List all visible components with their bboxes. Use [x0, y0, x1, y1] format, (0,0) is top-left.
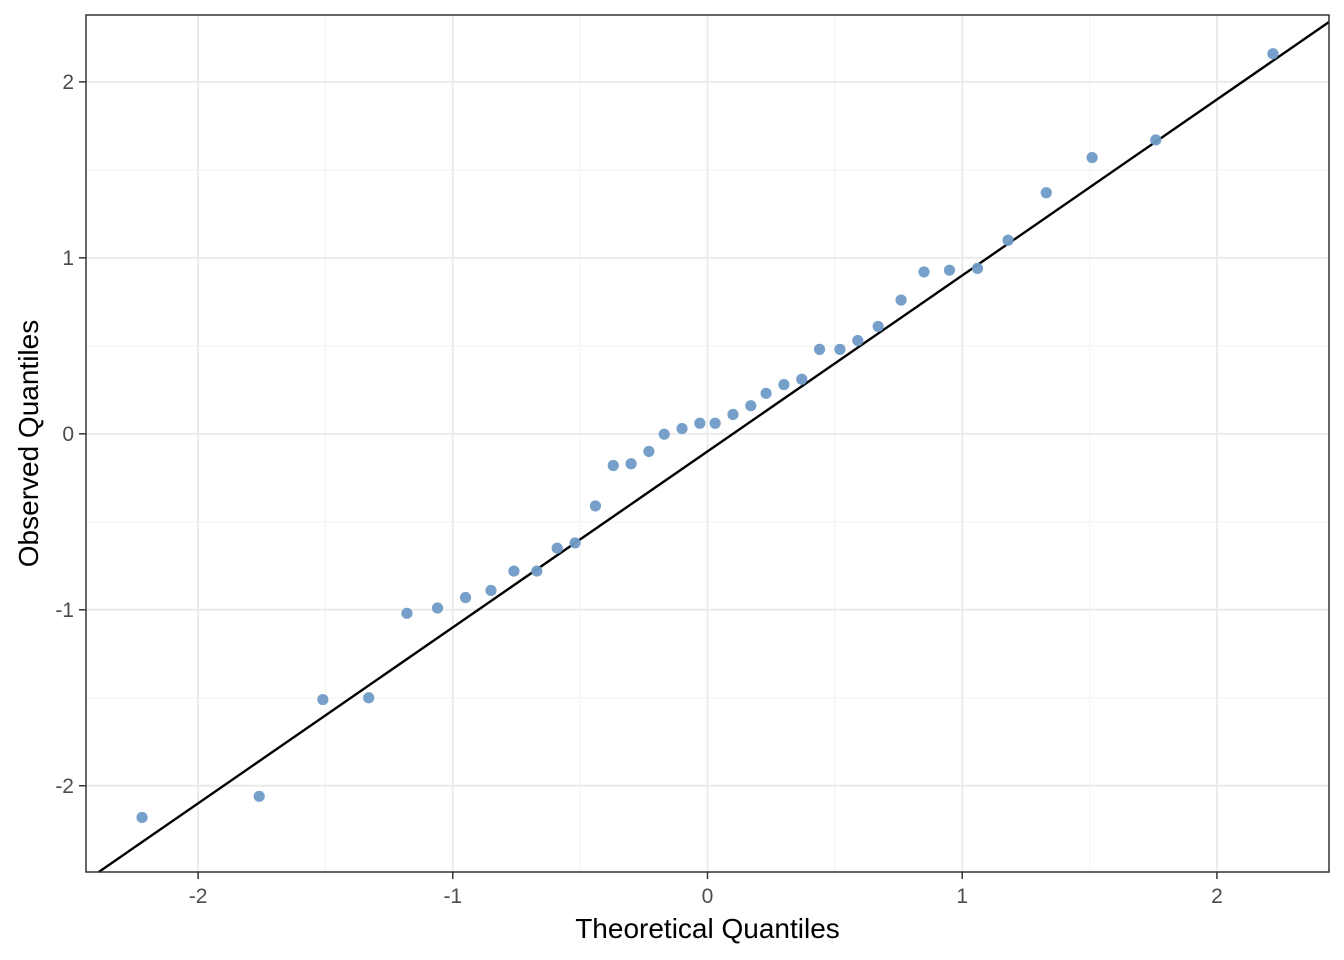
data-point — [658, 428, 670, 440]
x-tick-label: 1 — [956, 885, 968, 908]
data-point — [136, 811, 148, 824]
data-point — [589, 500, 602, 512]
data-point — [485, 584, 497, 597]
data-point — [1150, 134, 1162, 146]
x-axis: -2 -1 0 1 2 — [189, 872, 1223, 908]
y-tick-label: 0 — [62, 423, 74, 446]
data-point — [531, 565, 543, 577]
data-point — [834, 343, 846, 355]
reference-line-group — [98, 21, 1330, 873]
data-point — [401, 607, 413, 619]
data-point — [943, 264, 956, 276]
x-axis-title: Theoretical Quantiles — [575, 913, 840, 944]
data-point — [607, 459, 619, 472]
data-point — [727, 408, 739, 421]
y-tick-label: -1 — [55, 599, 74, 622]
data-point — [895, 294, 907, 306]
data-point — [709, 417, 721, 429]
data-point — [1002, 234, 1014, 246]
data-point — [971, 262, 984, 275]
data-point — [778, 378, 790, 391]
data-point — [852, 334, 864, 347]
data-point — [569, 537, 581, 549]
data-point — [918, 266, 930, 278]
data-point — [676, 422, 688, 435]
data-point — [745, 400, 757, 412]
x-tick-label: -1 — [443, 885, 462, 908]
reference-line — [98, 21, 1330, 873]
data-point — [872, 320, 884, 333]
data-point — [431, 602, 444, 614]
data-point — [1040, 187, 1052, 199]
data-point — [796, 373, 808, 385]
data-point — [694, 417, 706, 429]
data-point — [459, 591, 472, 604]
data-point — [551, 542, 563, 554]
major-gridlines — [86, 15, 1329, 872]
data-point — [363, 692, 375, 704]
y-axis-title: Observed Quantiles — [13, 320, 44, 567]
data-point — [317, 693, 329, 706]
data-point — [1086, 151, 1098, 164]
data-point — [253, 790, 265, 802]
y-tick-label: 1 — [62, 247, 74, 270]
y-tick-label: 2 — [62, 71, 74, 94]
data-points — [136, 48, 1279, 824]
data-point — [813, 343, 826, 355]
x-tick-label: 0 — [702, 885, 714, 908]
data-point — [508, 565, 520, 577]
x-tick-label: -2 — [189, 885, 208, 908]
y-axis: -2 -1 0 1 2 — [55, 71, 86, 798]
y-tick-label: -2 — [55, 775, 74, 798]
data-point — [760, 387, 772, 399]
data-point — [643, 445, 655, 458]
data-point — [1267, 48, 1279, 60]
data-point — [625, 458, 637, 470]
x-tick-label: 2 — [1211, 885, 1223, 908]
